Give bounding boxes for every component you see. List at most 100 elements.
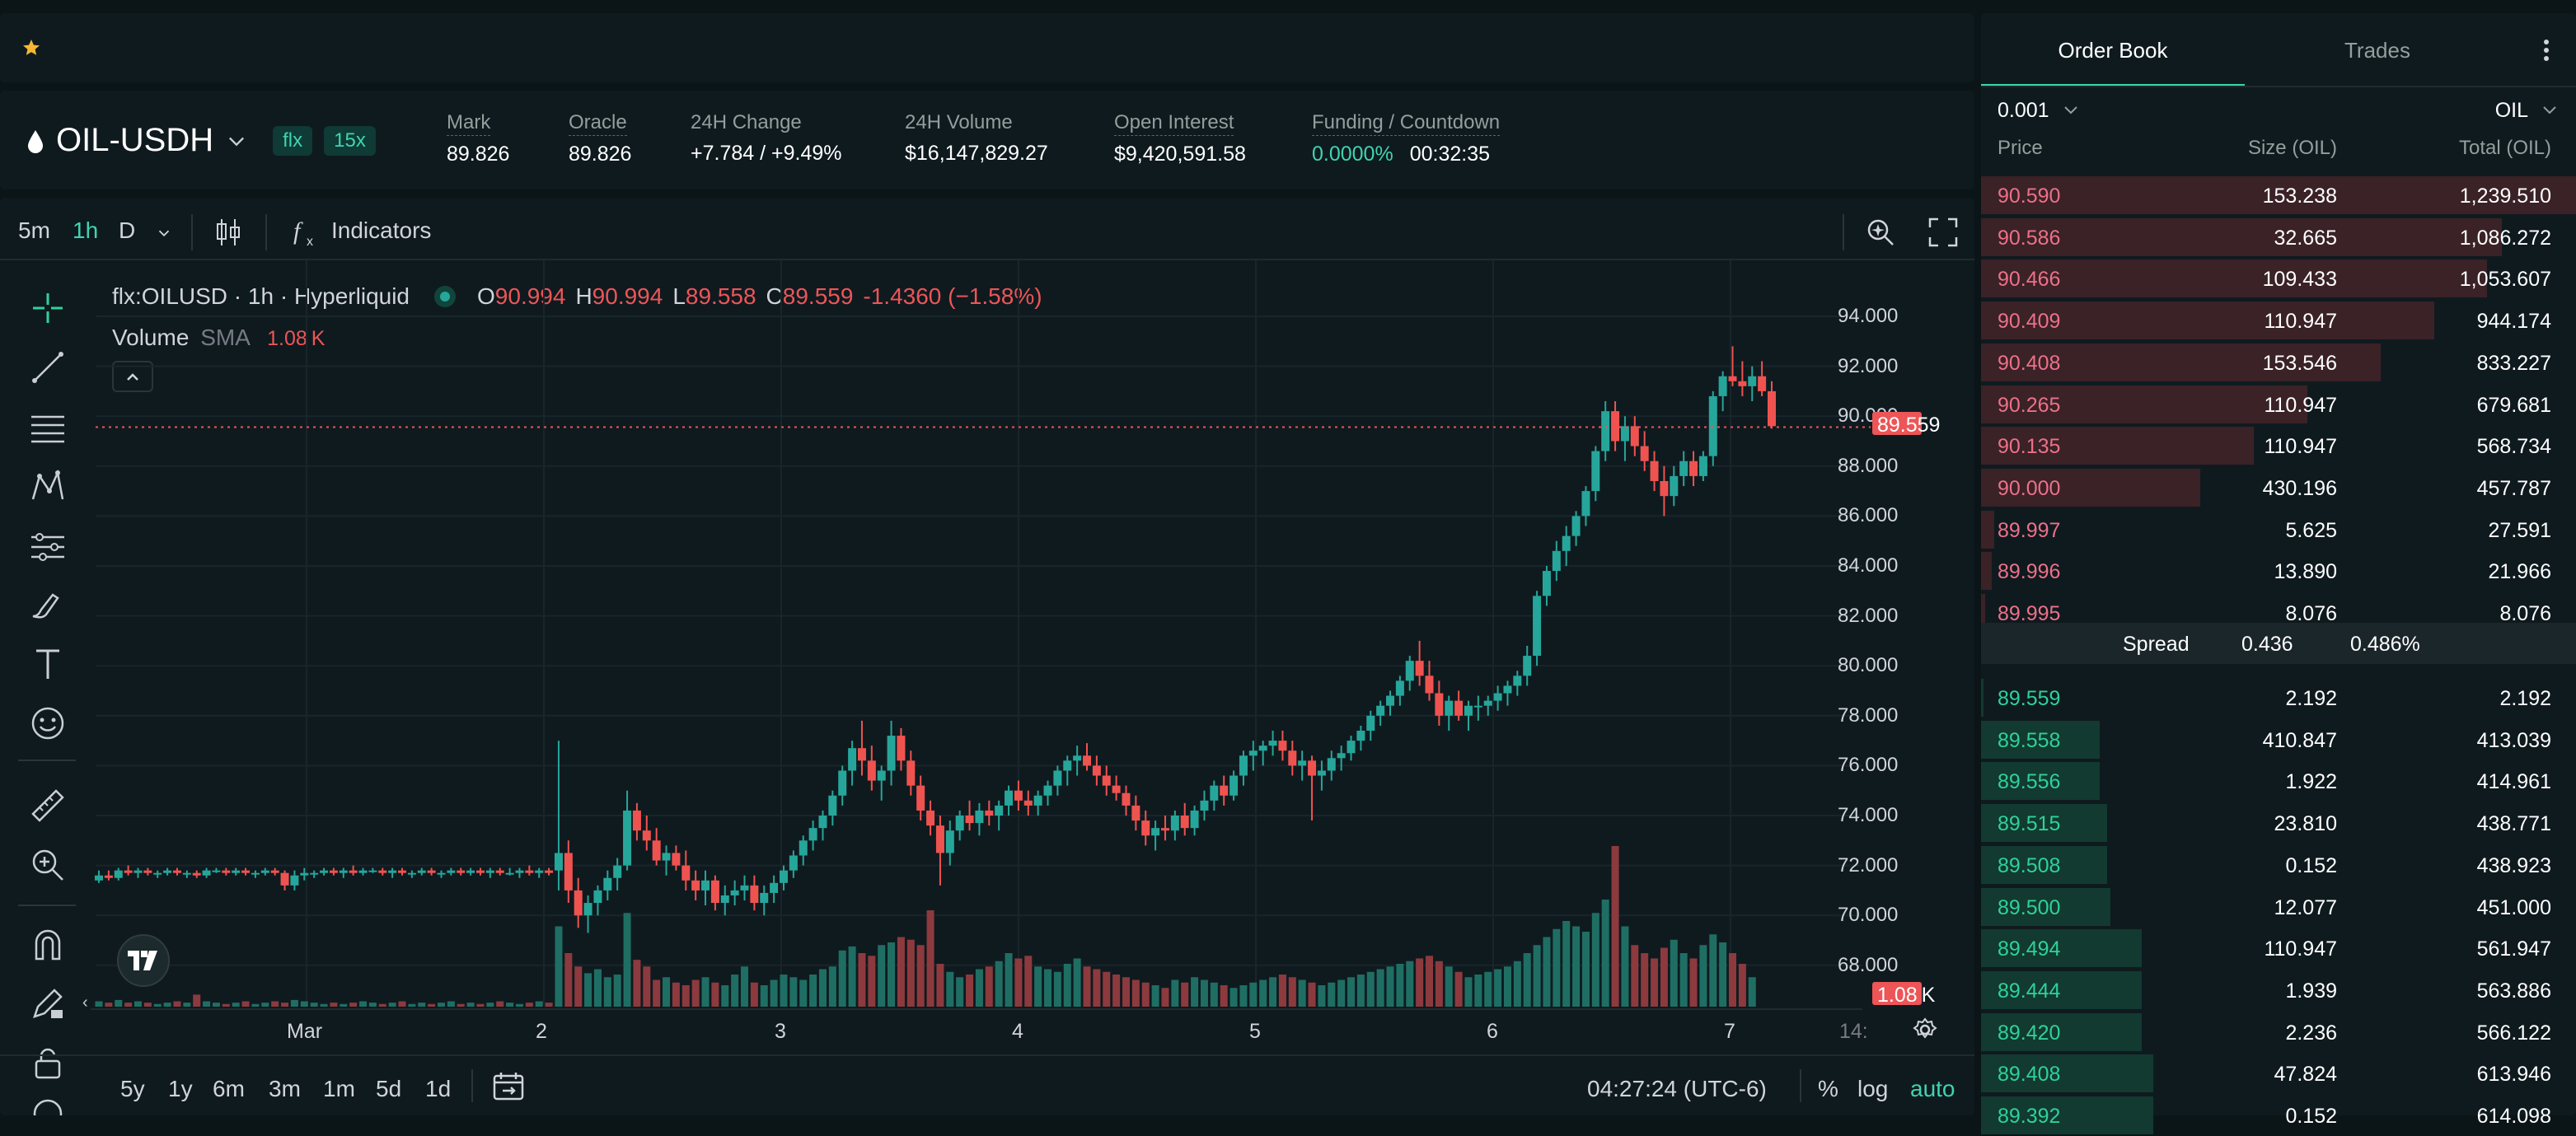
bid-row[interactable]: 89.515 23.810 438.771 (1981, 802, 2576, 844)
auto-toggle[interactable]: auto (1910, 1076, 1955, 1101)
y-tick: 74.000 (1838, 804, 1899, 826)
volume-bar (437, 1003, 445, 1007)
ruler-icon[interactable] (30, 788, 66, 824)
candle-body (935, 825, 944, 853)
ask-row[interactable]: 89.995 8.076 8.076 (1981, 592, 2576, 633)
volume-bar (848, 946, 856, 1007)
volume-bar (623, 913, 631, 1007)
stat-open-interest: Open Interest $9,420,591.58 (1114, 111, 1246, 166)
row-price: 89.508 (1998, 853, 2061, 877)
projection-icon[interactable] (30, 527, 66, 563)
interval-5m[interactable]: 5m (18, 217, 50, 243)
fullscreen-icon[interactable] (1928, 217, 1958, 247)
volume-bar (1347, 977, 1356, 1007)
ask-row[interactable]: 90.586 32.665 1,086.272 (1981, 217, 2576, 258)
tab-order-book[interactable]: Order Book (2058, 38, 2168, 63)
star-icon[interactable] (21, 38, 41, 58)
volume-bar (1269, 977, 1277, 1007)
tradingview-logo[interactable] (117, 934, 170, 987)
candle-body (623, 810, 632, 866)
ask-row[interactable]: 90.409 110.947 944.174 (1981, 300, 2576, 341)
unit-select[interactable]: OIL (2495, 99, 2558, 123)
magnet-icon[interactable] (30, 926, 66, 962)
volume-bar (1318, 985, 1326, 1007)
indicators-button[interactable]: Indicators (331, 217, 432, 243)
range-6m[interactable]: 6m (213, 1076, 245, 1101)
clock[interactable]: 04:27:24 (UTC-6) (1587, 1076, 1767, 1101)
bid-row[interactable]: 89.494 110.947 561.947 (1981, 928, 2576, 969)
percent-toggle[interactable]: % (1818, 1076, 1838, 1101)
depth-bar (1981, 594, 1986, 632)
y-tick: 78.000 (1838, 704, 1899, 727)
trend-line-icon[interactable] (30, 349, 66, 386)
brush-icon[interactable] (30, 587, 66, 623)
collapse-legend-button[interactable] (112, 361, 153, 392)
tick-size-select[interactable]: 0.001 (1998, 99, 2079, 123)
candle-body (691, 880, 700, 891)
range-1y[interactable]: 1y (168, 1076, 193, 1101)
candle-body (1581, 491, 1590, 517)
range-1d[interactable]: 1d (425, 1076, 452, 1101)
ask-row[interactable]: 90.000 430.196 457.787 (1981, 467, 2576, 508)
volume-bar (486, 1003, 494, 1007)
drawing-lock-icon[interactable] (30, 985, 66, 1021)
crosshair-icon[interactable] (30, 290, 66, 326)
price-chart[interactable] (0, 260, 1974, 1010)
candle-body (906, 760, 916, 786)
bid-row[interactable]: 89.444 1.939 563.886 (1981, 970, 2576, 1011)
candle-body (945, 830, 954, 853)
ask-row[interactable]: 90.466 109.433 1,053.607 (1981, 258, 2576, 299)
candle-body (300, 872, 309, 876)
bid-row[interactable]: 89.559 2.192 2.192 (1981, 677, 2576, 718)
candle-body (241, 870, 251, 873)
interval-1h[interactable]: 1h (73, 217, 99, 243)
candle-body (564, 853, 573, 891)
pair-selector[interactable]: OIL-USDH flx 15x (26, 122, 376, 159)
log-toggle[interactable]: log (1857, 1076, 1889, 1101)
bid-row[interactable]: 89.392 0.152 614.098 (1981, 1095, 2576, 1136)
ask-row[interactable]: 89.996 13.890 21.966 (1981, 550, 2576, 591)
emoji-icon[interactable] (30, 705, 66, 741)
range-5y[interactable]: 5y (120, 1076, 145, 1101)
chevron-down-icon[interactable] (225, 129, 248, 152)
more-vertical-icon[interactable] (2541, 38, 2551, 63)
settings-icon[interactable] (1912, 1017, 1938, 1043)
bid-row[interactable]: 89.500 12.077 451.000 (1981, 886, 2576, 928)
interval-d[interactable]: D (119, 217, 136, 243)
row-total: 451.000 (2476, 895, 2551, 919)
zoom-in-icon[interactable] (30, 847, 66, 883)
bid-row[interactable]: 89.508 0.152 438.923 (1981, 844, 2576, 886)
volume-bar (731, 975, 739, 1007)
pattern-icon[interactable] (30, 468, 66, 504)
date-range-icon[interactable] (493, 1071, 524, 1101)
bid-row[interactable]: 89.420 2.236 566.122 (1981, 1012, 2576, 1053)
volume-bar (721, 985, 729, 1007)
ask-row[interactable]: 90.265 110.947 679.681 (1981, 384, 2576, 425)
lock-icon[interactable] (30, 1045, 66, 1081)
stat-funding: Funding / Countdown 0.0000% 00:32:35 (1312, 111, 1501, 166)
range-3m[interactable]: 3m (269, 1076, 301, 1101)
bid-row[interactable]: 89.558 410.847 413.039 (1981, 719, 2576, 760)
candle-body (1268, 741, 1277, 746)
tab-trades[interactable]: Trades (2344, 38, 2410, 63)
ask-row[interactable]: 90.135 110.947 568.734 (1981, 425, 2576, 466)
ask-row[interactable]: 90.590 153.238 1,239.510 (1981, 175, 2576, 216)
candles-icon[interactable] (214, 216, 242, 249)
candle-body (95, 875, 103, 881)
range-1m[interactable]: 1m (323, 1076, 355, 1101)
chevron-down-icon[interactable] (155, 224, 173, 242)
volume-bar (663, 977, 671, 1007)
bid-row[interactable]: 89.408 47.824 613.946 (1981, 1053, 2576, 1094)
candle-body (349, 870, 358, 873)
bid-row[interactable]: 89.556 1.922 414.961 (1981, 760, 2576, 802)
fib-lines-icon[interactable] (30, 409, 66, 445)
collapse-toolbar-icon[interactable]: ‹ (82, 993, 88, 1012)
ask-row[interactable]: 90.408 153.546 833.227 (1981, 342, 2576, 383)
range-5d[interactable]: 5d (376, 1076, 402, 1101)
text-icon[interactable] (30, 646, 66, 682)
zoom-search-icon[interactable] (1864, 216, 1897, 249)
candle-body (672, 853, 681, 866)
eye-icon[interactable] (30, 1096, 66, 1115)
ask-row[interactable]: 89.997 5.625 27.591 (1981, 509, 2576, 550)
